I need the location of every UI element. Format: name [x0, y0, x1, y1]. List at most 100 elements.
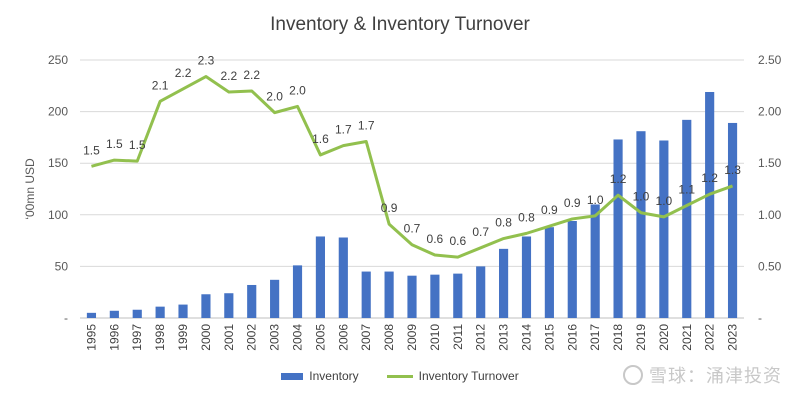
- bar-inventory: [247, 284, 257, 318]
- data-label-turnover: 1.3: [724, 163, 741, 177]
- bar-inventory: [109, 310, 119, 318]
- data-label-turnover: 2.2: [243, 68, 260, 82]
- legend: Inventory Inventory Turnover: [0, 369, 800, 383]
- bar-inventory: [407, 275, 417, 318]
- y-tick-left: 150: [48, 156, 68, 170]
- bar-inventory: [567, 220, 577, 318]
- watermark: 雪球：涌津投资: [623, 362, 782, 388]
- x-tick-label: 2000: [199, 324, 213, 351]
- data-label-turnover: 1.0: [587, 193, 604, 207]
- data-label-turnover: 0.8: [495, 216, 512, 230]
- bar-inventory: [544, 227, 554, 318]
- data-label-turnover: 2.3: [198, 54, 215, 68]
- bar-inventory: [224, 293, 234, 318]
- data-label-turnover: 1.0: [656, 194, 673, 208]
- bar-inventory: [178, 304, 188, 318]
- y-tick-right: 0.50: [758, 259, 782, 273]
- data-label-turnover: 2.2: [175, 66, 192, 80]
- x-tick-label: 2017: [588, 324, 602, 351]
- bar-inventory: [132, 309, 142, 318]
- x-tick-label: 2022: [703, 324, 717, 351]
- bar-inventory: [521, 236, 532, 318]
- data-label-turnover: 1.2: [610, 172, 627, 186]
- data-label-turnover: 1.5: [83, 143, 100, 157]
- x-tick-label: 2013: [497, 324, 511, 351]
- bar-inventory: [453, 273, 463, 318]
- x-tick-label: 2003: [268, 324, 282, 351]
- y-tick-right: -: [758, 311, 762, 325]
- data-label-turnover: 0.8: [518, 210, 535, 224]
- data-label-turnover: 0.9: [381, 201, 398, 215]
- data-label-turnover: 1.0: [633, 190, 650, 204]
- y-tick-left: 100: [48, 208, 68, 222]
- data-label-turnover: 0.9: [564, 196, 581, 210]
- y-tick-left: 200: [48, 105, 68, 119]
- x-tick-label: 2002: [245, 324, 259, 351]
- bar-inventory: [155, 306, 165, 318]
- x-tick-label: 2023: [726, 324, 740, 351]
- x-tick-label: 1999: [176, 324, 190, 351]
- legend-label-turnover: Inventory Turnover: [418, 369, 519, 383]
- chart-title: Inventory & Inventory Turnover: [270, 14, 530, 35]
- line-inventory-turnover: [91, 75, 734, 259]
- data-label-turnover: 2.0: [289, 83, 306, 97]
- legend-swatch-bar: [281, 372, 304, 380]
- y-tick-right: 1.00: [758, 208, 782, 222]
- x-tick-label: 2016: [565, 324, 579, 351]
- y-tick-left: -: [64, 311, 68, 325]
- data-label-turnover: 1.5: [129, 138, 146, 152]
- legend-item-inventory: Inventory: [281, 369, 359, 383]
- data-label-turnover: 2.1: [152, 78, 169, 92]
- bar-inventory: [270, 279, 280, 318]
- bar-inventory: [430, 274, 440, 318]
- x-tick-label: 1995: [84, 324, 98, 351]
- bar-inventory: [292, 265, 303, 318]
- bar-inventory: [636, 131, 646, 318]
- x-tick-label: 2011: [451, 324, 465, 350]
- bar-inventory: [476, 266, 486, 318]
- data-label-turnover: 2.0: [266, 90, 283, 104]
- bar-inventory: [499, 248, 509, 318]
- x-tick-label: 2014: [519, 324, 533, 351]
- data-label-turnover: 0.7: [404, 222, 421, 236]
- legend-label-inventory: Inventory: [309, 369, 359, 383]
- data-label-turnover: 1.2: [701, 171, 718, 185]
- bar-inventory: [384, 271, 394, 318]
- bar-inventory: [705, 91, 715, 318]
- bar-inventory: [86, 312, 97, 318]
- data-label-turnover: 1.7: [358, 119, 375, 133]
- data-label-turnover: 1.7: [335, 123, 352, 137]
- data-label-turnover: 0.6: [427, 232, 444, 246]
- bar-inventory: [659, 140, 669, 318]
- x-tick-label: 2009: [405, 324, 419, 351]
- data-label-turnover: 0.6: [449, 234, 466, 248]
- y-tick-left: 250: [48, 53, 68, 67]
- bar-inventory: [613, 139, 623, 318]
- bar-inventory: [590, 204, 600, 318]
- data-label-turnover: 0.7: [472, 225, 489, 239]
- y-axis-label-left: ‘00mn USD: [23, 158, 37, 220]
- data-label-turnover: 1.5: [106, 137, 123, 151]
- data-label-turnover: 1.1: [678, 183, 695, 197]
- x-tick-label: 2012: [474, 324, 488, 351]
- y-tick-right: 2.50: [758, 53, 782, 67]
- x-tick-label: 1996: [107, 324, 121, 351]
- data-label-turnover: 1.6: [312, 132, 329, 146]
- y-tick-right: 1.50: [758, 156, 782, 170]
- legend-swatch-line: [386, 374, 413, 378]
- y-tick-left: 50: [55, 259, 69, 273]
- x-tick-label: 2015: [542, 324, 556, 351]
- watermark-logo-icon: [623, 365, 643, 385]
- x-tick-label: 1997: [130, 324, 144, 351]
- y-tick-right: 2.00: [758, 105, 782, 119]
- watermark-text: 雪球：涌津投资: [649, 366, 782, 386]
- x-tick-label: 2007: [359, 324, 373, 351]
- x-tick-label: 2008: [382, 324, 396, 351]
- x-tick-label: 2019: [634, 324, 648, 351]
- bar-inventory: [201, 294, 211, 318]
- bar-inventory: [361, 271, 371, 318]
- data-label-turnover: 2.2: [220, 69, 237, 83]
- x-tick-label: 2001: [222, 324, 236, 351]
